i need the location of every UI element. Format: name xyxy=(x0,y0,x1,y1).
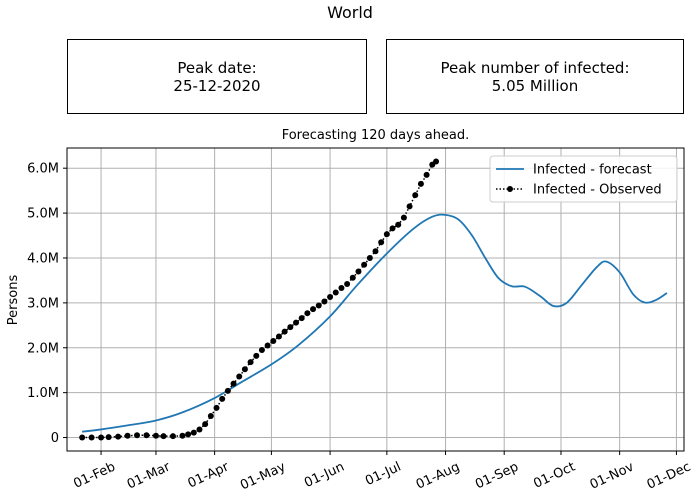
x-tick-label: 01-Nov xyxy=(588,459,637,492)
peak-infected-label: Peak number of infected: xyxy=(440,58,630,77)
observed-point xyxy=(293,319,300,326)
peak-infected-value: 5.05 Million xyxy=(491,76,579,95)
observed-point xyxy=(412,192,419,199)
observed-point xyxy=(207,412,214,419)
observed-point xyxy=(417,180,424,187)
x-tick-label: 01-Aug xyxy=(414,460,462,493)
peak-date-box: Peak date: 25-12-2020 xyxy=(67,39,367,114)
observed-point xyxy=(327,294,334,301)
observed-point xyxy=(355,268,362,275)
observed-point xyxy=(321,298,328,305)
observed-point xyxy=(115,433,122,440)
series-layer xyxy=(79,158,668,441)
peak-date-value: 25-12-2020 xyxy=(173,76,261,95)
y-axis-label: Persons xyxy=(6,275,21,326)
observed-point xyxy=(304,310,311,317)
observed-point xyxy=(287,324,294,331)
x-tick-label: 01-Feb xyxy=(71,460,117,492)
observed-point xyxy=(213,404,220,411)
observed-point xyxy=(134,432,141,439)
axis-layer: 01-Feb 01-Mar 01-Apr 01-May 01-Jun 01-Jul 01-A… xyxy=(27,162,693,494)
observed-point xyxy=(372,248,379,255)
observed-point xyxy=(253,352,260,359)
x-tick-label: 01-Sep xyxy=(473,460,521,493)
observed-point xyxy=(202,421,209,428)
observed-point xyxy=(230,380,237,387)
observed-point xyxy=(247,359,254,366)
x-tick-label: 01-Apr xyxy=(186,459,232,491)
observed-point xyxy=(423,171,430,178)
observed-point xyxy=(185,431,192,438)
observed-point xyxy=(258,347,265,353)
observed-point xyxy=(241,366,248,373)
y-tick-label: 2.0M xyxy=(27,341,59,356)
observed-point xyxy=(395,221,402,228)
observed-point xyxy=(105,434,112,441)
observed-point xyxy=(236,373,243,380)
observed-point xyxy=(79,434,86,441)
observed-point xyxy=(264,342,271,349)
observed-point xyxy=(224,387,231,394)
legend-box xyxy=(489,155,678,203)
observed-point xyxy=(298,315,305,322)
observed-point xyxy=(406,203,413,210)
chart-title: World xyxy=(327,3,373,22)
observed-point xyxy=(152,432,159,439)
observed-point xyxy=(349,274,356,281)
observed-point xyxy=(190,429,197,436)
x-tick-label: 01-Mar xyxy=(125,459,173,492)
y-tick-label: 0 xyxy=(51,431,59,446)
observed-point xyxy=(270,338,277,345)
y-tick-label: 1.0M xyxy=(27,386,59,401)
legend-label: Infected - forecast xyxy=(533,163,652,178)
x-tick-label: 01-Jun xyxy=(302,460,347,491)
legend: Infected - forecast Infected - Observed xyxy=(489,155,678,203)
x-tick-label: 01-Dec xyxy=(645,460,693,493)
peak-date-label: Peak date: xyxy=(177,58,257,77)
observed-point xyxy=(383,231,390,238)
observed-point xyxy=(179,432,186,439)
observed-point xyxy=(338,285,345,292)
y-tick-label: 4.0M xyxy=(27,251,59,266)
observed-series xyxy=(79,158,440,441)
observed-point xyxy=(332,289,339,296)
observed-point xyxy=(88,434,95,441)
observed-point xyxy=(344,281,351,288)
x-tick-label: 01-May xyxy=(238,459,288,493)
y-tick-label: 6.0M xyxy=(27,162,59,177)
observed-point xyxy=(378,239,385,246)
y-tick-label: 3.0M xyxy=(27,296,59,311)
peak-infected-box: Peak number of infected: 5.05 Million xyxy=(386,39,684,114)
observed-point xyxy=(361,261,368,268)
y-tick-label: 5.0M xyxy=(27,207,59,222)
observed-point xyxy=(389,225,396,232)
observed-point xyxy=(196,426,203,433)
observed-point xyxy=(124,432,131,439)
observed-point xyxy=(433,158,440,165)
observed-point xyxy=(366,254,373,261)
x-tick-label: 01-Jul xyxy=(363,460,403,490)
observed-point xyxy=(98,434,105,441)
observed-point xyxy=(275,333,282,340)
observed-point xyxy=(219,395,226,402)
forecast-series-line xyxy=(82,213,668,433)
observed-point xyxy=(315,302,322,309)
plot-frame xyxy=(66,147,685,452)
legend-label: Infected - Observed xyxy=(533,183,662,198)
observed-point xyxy=(143,432,150,439)
observed-series-line xyxy=(82,160,437,439)
observed-point xyxy=(281,328,288,335)
legend-observed-marker xyxy=(507,186,513,192)
observed-point xyxy=(160,433,167,440)
observed-point xyxy=(310,306,317,313)
chart-subtitle: Forecasting 120 days ahead. xyxy=(281,128,470,143)
x-tick-label: 01-Oct xyxy=(531,460,577,492)
observed-point xyxy=(400,214,407,221)
observed-point xyxy=(169,433,176,440)
